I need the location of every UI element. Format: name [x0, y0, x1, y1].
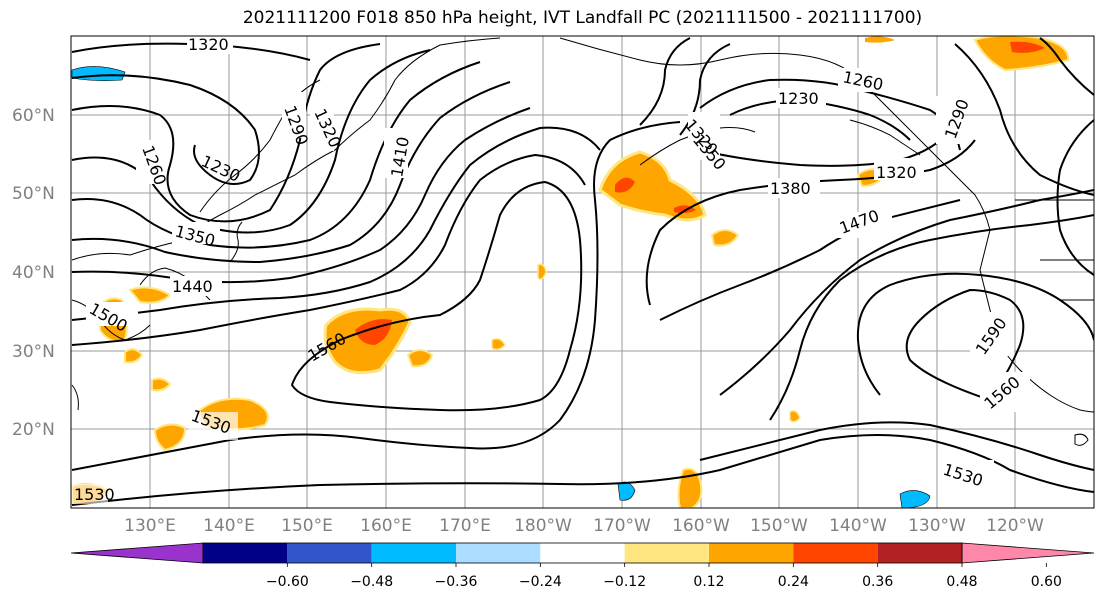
- lon-label: 140°E: [203, 516, 255, 536]
- colorbar-segment: [624, 543, 709, 563]
- lon-label: 180°W: [514, 516, 572, 536]
- lat-label: 50°N: [12, 184, 55, 204]
- lon-label: 170°E: [439, 516, 491, 536]
- colorbar-extension-high: [961, 542, 1095, 564]
- contour-label: 1530: [74, 485, 115, 504]
- colorbar-segment: [287, 543, 372, 563]
- colorbar-segment: [371, 543, 456, 563]
- lon-label: 150°E: [281, 516, 333, 536]
- latitude-labels: 60°N 50°N 40°N 30°N 20°N: [12, 106, 55, 440]
- lon-label: 130°E: [124, 516, 176, 536]
- colorbar-tick-label: 0.48: [946, 574, 977, 590]
- lon-label: 160°W: [672, 516, 730, 536]
- colorbar-segment: [540, 543, 625, 563]
- contour-labels: 1320 1290 1320 1260 1230 1410 1350 1440 …: [72, 35, 1030, 504]
- lon-label: 120°W: [986, 516, 1044, 536]
- contour-label: 1440: [172, 277, 213, 296]
- lon-label: 170°W: [593, 516, 651, 536]
- colorbar-tick-label: −0.24: [519, 574, 562, 590]
- map-title: 2021111200 F018 850 hPa height, IVT Land…: [242, 8, 923, 28]
- contour-label: 1230: [778, 89, 819, 108]
- colorbar-tick-label: −0.60: [266, 574, 309, 590]
- lon-label: 130°W: [908, 516, 966, 536]
- colorbar-segment: [456, 543, 541, 563]
- colorbar-tick-label: −0.36: [435, 574, 478, 590]
- lon-label: 140°W: [829, 516, 887, 536]
- colorbar-tick-label: 0.12: [693, 574, 724, 590]
- map-border: [70, 35, 1095, 509]
- lon-label: 160°E: [360, 516, 412, 536]
- contour-label: 1320: [876, 163, 917, 182]
- colorbar-extension-low: [70, 542, 204, 564]
- colorbar-tick-label: 0.24: [778, 574, 809, 590]
- contour-label: 1320: [188, 35, 229, 54]
- colorbar-outline: [202, 542, 963, 564]
- colorbar-tick-label: −0.12: [603, 574, 646, 590]
- colorbar-tick-label: −0.48: [350, 574, 393, 590]
- colorbar: −0.60 −0.48 −0.36 −0.24 −0.12 0.12 0.24 0.36 0.4…: [70, 542, 1095, 590]
- lat-label: 30°N: [12, 342, 55, 362]
- colorbar-segment: [793, 543, 878, 563]
- colorbar-segment: [877, 543, 962, 563]
- graticule: [71, 36, 1094, 508]
- lat-label: 20°N: [12, 420, 55, 440]
- longitude-labels: 130°E 140°E 150°E 160°E 170°E 180°W 170°…: [124, 516, 1044, 536]
- colorbar-tick-label: 0.60: [1031, 574, 1062, 590]
- colorbar-segment: [203, 543, 288, 563]
- lon-label: 150°W: [750, 516, 808, 536]
- colorbar-segment: [709, 543, 794, 563]
- contour-label: 1380: [770, 179, 811, 198]
- lat-label: 60°N: [12, 106, 55, 126]
- colorbar-tick-label: 0.36: [862, 574, 893, 590]
- lat-label: 40°N: [12, 263, 55, 283]
